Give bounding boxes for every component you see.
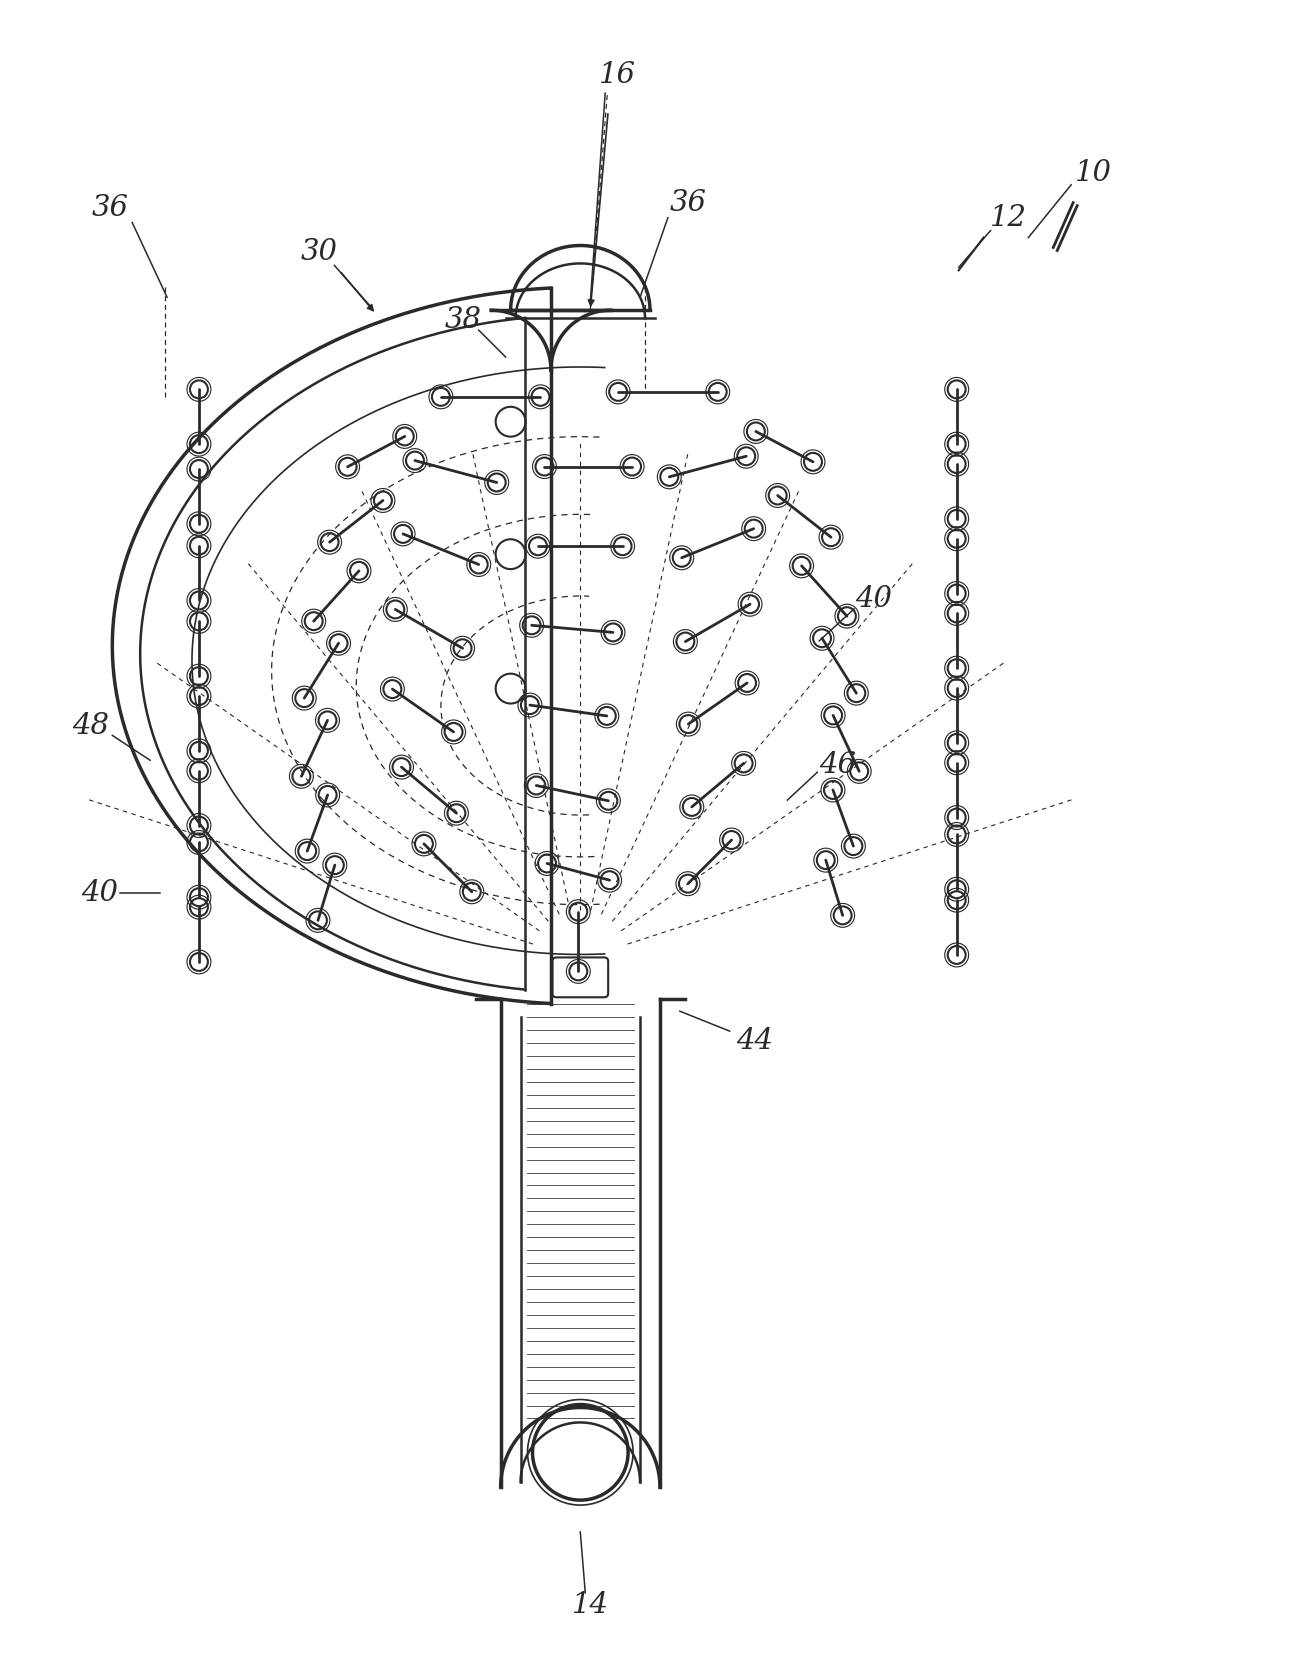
Text: 16: 16 <box>598 61 636 89</box>
Text: 30: 30 <box>301 238 338 266</box>
Text: 14: 14 <box>571 1591 609 1619</box>
Text: 12: 12 <box>990 203 1026 232</box>
Text: 46: 46 <box>818 751 856 779</box>
Text: 36: 36 <box>669 189 706 217</box>
Text: 10: 10 <box>1075 159 1111 187</box>
Text: 40: 40 <box>81 878 118 906</box>
Text: 38: 38 <box>445 306 481 334</box>
Text: 40: 40 <box>856 586 892 614</box>
Text: 48: 48 <box>72 713 109 741</box>
Text: 44: 44 <box>736 1027 773 1055</box>
Text: 36: 36 <box>92 194 129 222</box>
